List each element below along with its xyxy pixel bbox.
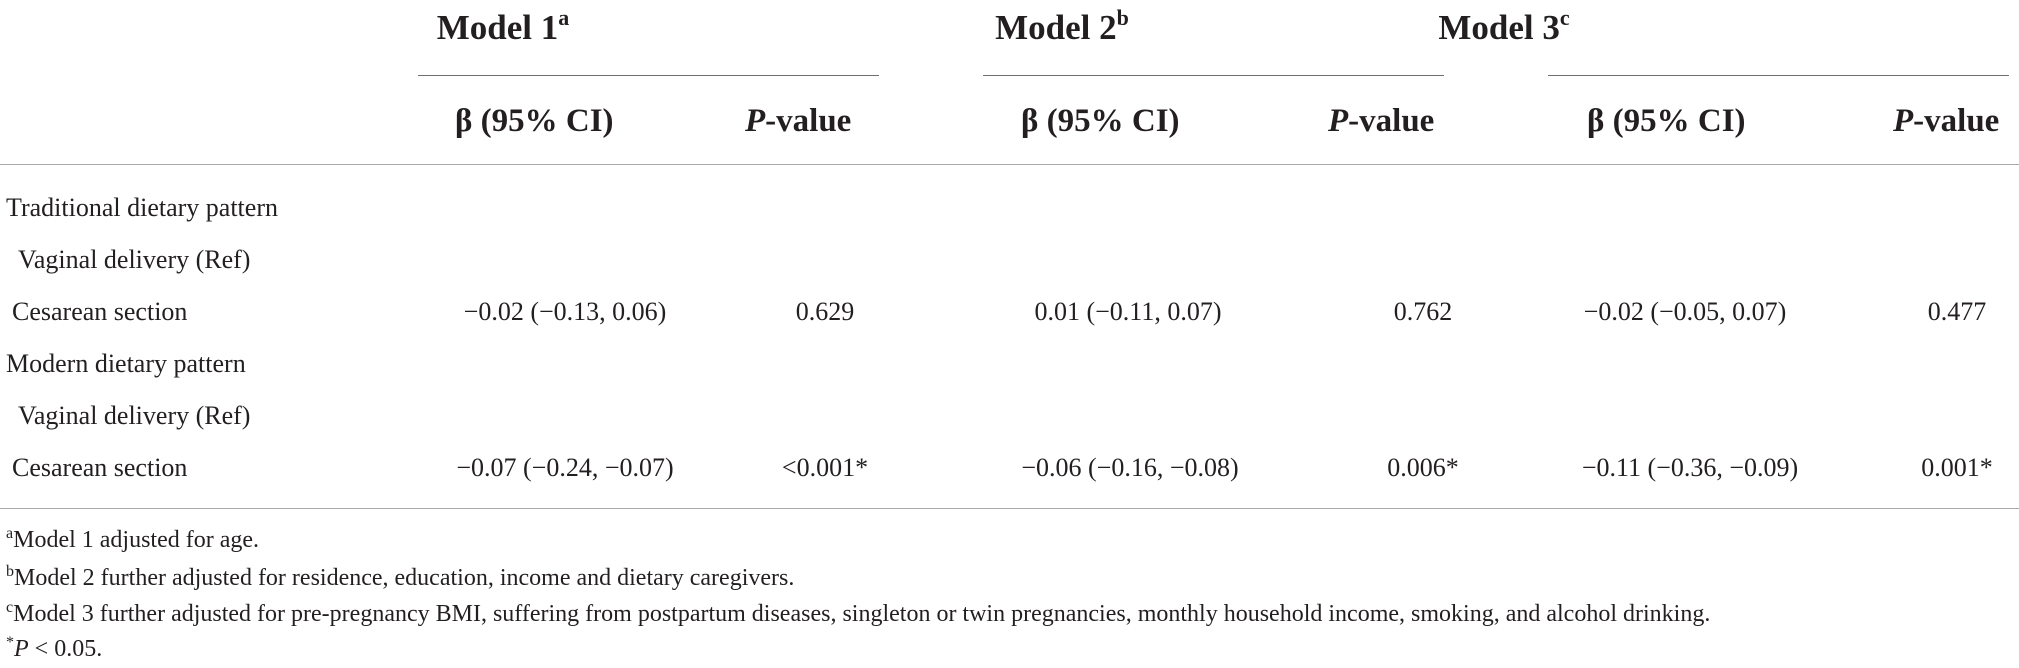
model-1-beta-header: β (95% CI) [455, 103, 614, 139]
table-cell: 0.762 [1393, 297, 1453, 326]
p-italic: P [1328, 103, 1349, 139]
model-3-p-header: P-value [1893, 103, 1999, 140]
table-cell: 0.001* [1921, 453, 1993, 482]
model-1-rule [418, 75, 879, 76]
p-suffix: -value [1913, 103, 2000, 139]
model-2-heading: Model 2b [922, 5, 1202, 48]
footnote-text: Model 1 adjusted for age. [13, 527, 260, 553]
table-cell: 0.01 (−0.11, 0.07) [1034, 297, 1222, 326]
footnote-significance: *P < 0.05. [6, 634, 103, 663]
p-suffix: -value [765, 103, 852, 139]
footnote-mark: * [6, 634, 14, 651]
model-1-title: Model 1 [436, 8, 559, 47]
model-1-p-header: P-value [745, 103, 851, 140]
model-2-p-header: P-value [1328, 103, 1434, 140]
footnote-b: bModel 2 further adjusted for residence,… [6, 563, 795, 592]
p-italic: P [745, 103, 766, 139]
table-cell: −0.02 (−0.05, 0.07) [1583, 297, 1787, 326]
model-1-heading: Model 1a [363, 5, 643, 48]
row-label-vaginal-delivery: Vaginal delivery (Ref) [18, 401, 251, 430]
footnote-p-italic: P [14, 636, 29, 662]
model-2-footnote-mark: b [1116, 5, 1129, 30]
table-cell: −0.11 (−0.36, −0.09) [1581, 453, 1799, 482]
row-label-cesarean-section: Cesarean section [12, 297, 188, 326]
table-cell: 0.477 [1927, 297, 1987, 326]
row-label-traditional-pattern: Traditional dietary pattern [6, 193, 278, 222]
row-label-modern-pattern: Modern dietary pattern [6, 349, 246, 378]
table-cell: −0.06 (−0.16, −0.08) [1021, 453, 1239, 482]
model-3-beta-header: β (95% CI) [1587, 103, 1746, 139]
footnote-text: Model 2 further adjusted for residence, … [14, 565, 795, 591]
table-cell: −0.07 (−0.24, −0.07) [456, 453, 674, 482]
footnote-c: cModel 3 further adjusted for pre-pregna… [6, 599, 1711, 628]
p-italic: P [1893, 103, 1914, 139]
table-cell: 0.006* [1387, 453, 1459, 482]
table-cell: <0.001* [781, 453, 869, 482]
model-2-beta-header: β (95% CI) [1021, 103, 1180, 139]
row-label-cesarean-section: Cesarean section [12, 453, 188, 482]
footnote-text: Model 3 further adjusted for pre-pregnan… [13, 601, 1711, 627]
model-1-footnote-mark: a [558, 5, 570, 30]
footnote-mark: c [6, 599, 14, 616]
footnote-text: < 0.05. [28, 636, 103, 662]
row-label-vaginal-delivery: Vaginal delivery (Ref) [18, 245, 251, 274]
model-2-title: Model 2 [995, 8, 1117, 47]
model-3-rule [1548, 75, 2009, 76]
model-3-title: Model 3 [1438, 8, 1560, 47]
p-suffix: -value [1348, 103, 1435, 139]
model-3-heading: Model 3c [1364, 5, 1644, 48]
table-cell: −0.02 (−0.13, 0.06) [463, 297, 667, 326]
footnote-mark: a [6, 525, 14, 542]
table-cell: 0.629 [795, 297, 855, 326]
table-bottom-rule [0, 508, 2019, 509]
model-3-footnote-mark: c [1559, 5, 1570, 30]
footnote-a: aModel 1 adjusted for age. [6, 525, 260, 554]
header-rule [0, 164, 2019, 165]
model-2-rule [983, 75, 1444, 76]
footnote-mark: b [6, 563, 14, 580]
